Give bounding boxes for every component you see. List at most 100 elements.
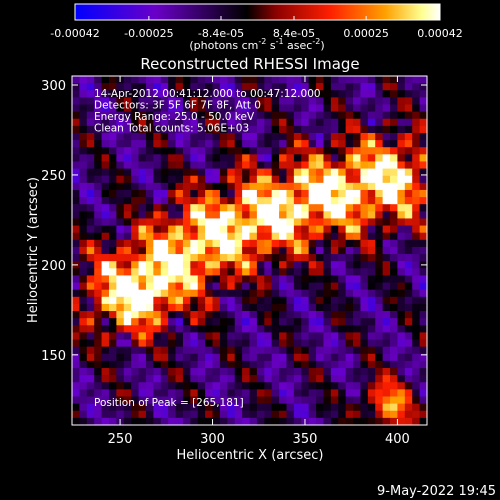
heatmap-cell xyxy=(116,147,125,155)
heatmap-cell xyxy=(212,296,221,305)
heatmap-cell xyxy=(138,275,147,284)
heatmap-cell xyxy=(101,111,110,120)
heatmap-cell xyxy=(382,175,391,184)
heatmap-cell xyxy=(412,197,421,205)
heatmap-cell xyxy=(382,225,391,234)
heatmap-cell xyxy=(367,140,376,148)
heatmap-cell xyxy=(330,161,339,170)
heatmap-cell xyxy=(323,132,332,141)
heatmap-cell xyxy=(168,111,177,120)
heatmap-cell xyxy=(101,168,110,177)
heatmap-cell xyxy=(382,204,391,212)
heatmap-cell xyxy=(123,332,132,341)
heatmap-cell xyxy=(264,346,273,355)
heatmap-cell xyxy=(86,275,95,284)
heatmap-cell xyxy=(412,403,421,412)
heatmap-cell xyxy=(286,189,295,198)
y-tick-label: 200 xyxy=(41,259,66,274)
heatmap-cell xyxy=(205,197,214,205)
heatmap-cell xyxy=(353,132,362,141)
heatmap-cell xyxy=(382,360,391,369)
heatmap-cell xyxy=(72,83,80,91)
heatmap-cell xyxy=(397,154,406,163)
heatmap-cell xyxy=(286,346,295,355)
heatmap-cell xyxy=(293,154,302,163)
heatmap-cell xyxy=(242,254,251,262)
heatmap-cell xyxy=(197,353,206,362)
heatmap-cell xyxy=(271,396,280,405)
heatmap-cell xyxy=(190,232,199,241)
heatmap-cell xyxy=(271,303,280,312)
heatmap-cell xyxy=(219,225,228,234)
heatmap-cell xyxy=(197,275,206,284)
heatmap-cell xyxy=(153,254,162,262)
heatmap-cell xyxy=(101,104,110,113)
heatmap-cell xyxy=(345,182,354,191)
heatmap-cell xyxy=(101,204,110,212)
heatmap-cell xyxy=(108,246,117,255)
heatmap-cell xyxy=(182,204,191,212)
heatmap-cell xyxy=(264,311,273,319)
heatmap-cell xyxy=(279,282,288,291)
heatmap-cell xyxy=(301,389,310,398)
heatmap-cell xyxy=(271,275,280,284)
heatmap-cell xyxy=(264,282,273,291)
heatmap-cell xyxy=(360,182,369,191)
heatmap-cell xyxy=(412,389,421,398)
heatmap-cell xyxy=(323,154,332,163)
heatmap-cell xyxy=(330,296,339,305)
heatmap-cell xyxy=(168,83,177,91)
heatmap-cell xyxy=(123,76,132,84)
heatmap-cell xyxy=(131,289,140,298)
heatmap-cell xyxy=(345,289,354,298)
heatmap-cell xyxy=(212,368,221,376)
heatmap-cell xyxy=(279,147,288,155)
heatmap-cell xyxy=(271,417,280,425)
heatmap-cell xyxy=(86,218,95,227)
heatmap-cell xyxy=(131,175,140,184)
heatmap-cell xyxy=(323,325,332,334)
heatmap-cell xyxy=(242,161,251,170)
heatmap-cell xyxy=(160,382,169,390)
heatmap-cell xyxy=(256,339,265,348)
heatmap-cell xyxy=(293,118,302,127)
heatmap-cell xyxy=(116,375,125,383)
heatmap-cell xyxy=(249,389,258,398)
heatmap-cell xyxy=(197,83,206,91)
heatmap-cell xyxy=(382,161,391,170)
heatmap-cell xyxy=(419,318,427,326)
heatmap-cell xyxy=(249,204,258,212)
heatmap-cell xyxy=(264,239,273,248)
heatmap-cell xyxy=(86,403,95,412)
heatmap-cell xyxy=(86,76,95,84)
heatmap-cell xyxy=(205,268,214,277)
heatmap-cell xyxy=(404,368,413,376)
heatmap-cell xyxy=(367,346,376,355)
heatmap-cell xyxy=(345,325,354,334)
heatmap-cell xyxy=(345,368,354,376)
heatmap-cell xyxy=(353,225,362,234)
heatmap-cell xyxy=(286,296,295,305)
heatmap-cell xyxy=(175,254,184,262)
heatmap-cell xyxy=(101,211,110,220)
heatmap-cell xyxy=(197,197,206,205)
heatmap-cell xyxy=(234,303,243,312)
heatmap-cell xyxy=(279,332,288,341)
heatmap-cell xyxy=(360,161,369,170)
heatmap-cell xyxy=(227,83,236,91)
heatmap-cell xyxy=(390,168,399,177)
heatmap-cell xyxy=(116,111,125,120)
heatmap-cell xyxy=(138,339,147,348)
heatmap-cell xyxy=(338,232,347,241)
heatmap-cell xyxy=(345,118,354,127)
heatmap-cell xyxy=(338,97,347,106)
heatmap-cell xyxy=(360,147,369,155)
heatmap-cell xyxy=(72,111,80,120)
heatmap-cell xyxy=(131,182,140,191)
heatmap-cell xyxy=(390,360,399,369)
heatmap-cell xyxy=(116,261,125,269)
heatmap-cell xyxy=(264,140,273,148)
heatmap-cell xyxy=(367,175,376,184)
heatmap-cell xyxy=(175,211,184,220)
heatmap-cell xyxy=(219,97,228,106)
